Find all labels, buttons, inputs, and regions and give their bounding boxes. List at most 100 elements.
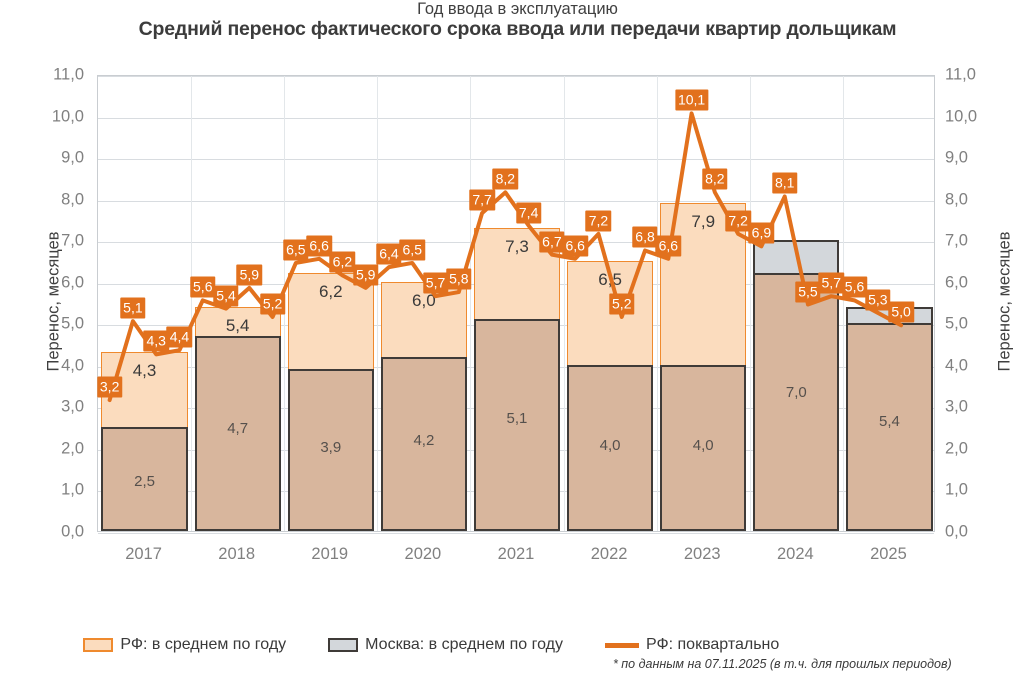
quarterly-point-label[interactable]: 5,9 — [236, 264, 263, 286]
gridline-h — [98, 76, 934, 77]
x-axis-title: Год ввода в эксплуатацию — [417, 0, 618, 18]
bar-value-moscow-annual: 3,9 — [320, 439, 342, 457]
quarterly-point-label[interactable]: 6,7 — [539, 231, 565, 253]
y-axis-title-left: Перенос, месяцев — [44, 231, 63, 372]
quarterly-point-label[interactable]: 8,1 — [771, 172, 798, 194]
quarterly-point-label[interactable]: 5,7 — [818, 272, 844, 294]
chart-legend: РФ: в среднем по году Москва: в среднем … — [0, 636, 1035, 671]
quarterly-point-label[interactable]: 3,2 — [96, 376, 123, 398]
gridline-v — [563, 76, 565, 531]
quarterly-point-label[interactable]: 5,5 — [795, 281, 821, 302]
bar-value-rf-annual: 7,9 — [691, 211, 716, 231]
legend-label-rf-annual: РФ: в среднем по году — [120, 636, 287, 653]
quarterly-point-label[interactable]: 6,9 — [748, 222, 775, 244]
bar-moscow-fill[interactable]: 5,1 — [473, 319, 561, 531]
bar-moscow-fill[interactable]: 5,4 — [846, 323, 933, 531]
y-tick-label-left: 0,0 — [61, 522, 84, 541]
y-tick-label-left: 5,0 — [61, 314, 84, 333]
quarterly-point-label[interactable]: 7,7 — [469, 189, 495, 211]
quarterly-point-label[interactable]: 5,2 — [609, 293, 635, 315]
bar-moscow-fill[interactable]: 2,5 — [101, 427, 188, 531]
quarterly-point-label[interactable]: 7,2 — [585, 210, 612, 232]
x-tick-label: 2023 — [683, 545, 721, 563]
quarterly-point-label[interactable]: 5,0 — [888, 301, 914, 323]
gridline-v — [191, 76, 193, 531]
bar-moscow-fill[interactable]: 7,0 — [753, 273, 840, 531]
y-tick-label-left: 11,0 — [53, 65, 84, 84]
y-tick-label-right: 9,0 — [945, 148, 968, 167]
quarterly-point-label[interactable]: 5,7 — [422, 272, 449, 294]
legend-item-rf-annual[interactable]: РФ: в среднем по году — [83, 636, 286, 654]
y-tick-label-right: 7,0 — [945, 231, 968, 250]
quarterly-point-label[interactable]: 7,2 — [725, 210, 751, 232]
quarterly-point-label[interactable]: 8,2 — [702, 168, 728, 190]
legend-group-rf-quarterly: РФ: поквартально * по данным на 07.11.20… — [604, 636, 952, 671]
quarterly-point-label[interactable]: 5,8 — [446, 268, 472, 290]
quarterly-point-label[interactable]: 6,5 — [283, 239, 309, 261]
gridline-v — [749, 76, 751, 531]
y-tick-label-right: 4,0 — [945, 356, 968, 375]
bar-moscow-fill[interactable]: 4,0 — [660, 364, 747, 531]
orange-bar-swatch-icon — [83, 638, 114, 652]
y-tick-label-left: 4,0 — [61, 356, 84, 375]
bar-value-moscow-annual: 7,0 — [785, 383, 807, 401]
bar-moscow-fill[interactable]: 4,7 — [194, 335, 281, 531]
quarterly-point-label[interactable]: 5,6 — [190, 276, 216, 298]
gridline-h — [98, 117, 934, 119]
y-axis-title-right: Перенос, месяцев — [995, 231, 1014, 372]
quarterly-line-rf[interactable] — [107, 111, 904, 403]
quarterly-point-label[interactable]: 6,6 — [655, 235, 682, 257]
orange-line-swatch-icon — [604, 642, 639, 648]
bar-value-rf-annual: 6,0 — [412, 290, 436, 310]
bar-value-moscow-annual: 4,2 — [413, 431, 435, 449]
y-tick-label-right: 2,0 — [945, 439, 968, 458]
gridline-v — [470, 76, 472, 531]
y-tick-label-left: 9,0 — [61, 148, 84, 167]
bar-value-moscow-annual: 4,0 — [692, 436, 714, 454]
quarterly-point-label[interactable]: 6,6 — [306, 235, 332, 257]
bar-moscow-fill[interactable]: 4,2 — [380, 356, 467, 531]
y-tick-label-right: 8,0 — [945, 190, 968, 209]
y-tick-label-left: 3,0 — [61, 397, 84, 416]
quarterly-point-label[interactable]: 7,4 — [515, 202, 542, 224]
legend-item-moscow-annual[interactable]: Москва: в среднем по году — [328, 636, 563, 654]
y-tick-label-right: 5,0 — [945, 314, 968, 333]
quarterly-point-label[interactable]: 5,3 — [865, 289, 891, 311]
y-tick-label-right: 11,0 — [945, 65, 976, 84]
quarterly-point-label[interactable]: 8,2 — [492, 168, 519, 190]
quarterly-point-label[interactable]: 6,2 — [329, 251, 356, 273]
y-tick-label-left: 10,0 — [51, 107, 84, 126]
y-tick-label-left: 1,0 — [61, 480, 84, 499]
quarterly-point-label[interactable]: 4,4 — [166, 326, 193, 348]
y-tick-label-right: 3,0 — [945, 397, 968, 416]
quarterly-point-label[interactable]: 10,1 — [674, 89, 709, 111]
quarterly-point-label[interactable]: 6,8 — [632, 226, 658, 248]
quarterly-point-label[interactable]: 5,9 — [352, 264, 379, 286]
legend-label-rf-quarterly: РФ: поквартально — [645, 636, 780, 653]
bar-moscow-fill[interactable]: 3,9 — [287, 368, 374, 531]
bar-value-rf-annual: 6,2 — [318, 282, 343, 302]
quarterly-point-label[interactable]: 5,4 — [213, 285, 239, 307]
quarterly-point-label[interactable]: 6,4 — [376, 243, 402, 265]
quarterly-point-label[interactable]: 6,5 — [399, 239, 425, 261]
bar-moscow-fill[interactable]: 4,0 — [567, 364, 654, 531]
bar-value-moscow-annual: 4,0 — [599, 436, 621, 454]
quarterly-point-label[interactable]: 5,1 — [120, 297, 146, 319]
quarterly-point-label[interactable]: 5,2 — [259, 293, 286, 315]
gridline-h — [98, 159, 934, 161]
y-tick-label-left: 7,0 — [61, 231, 84, 250]
quarterly-point-label[interactable]: 6,6 — [562, 235, 588, 257]
legend-item-rf-quarterly[interactable]: РФ: поквартально — [604, 636, 780, 654]
y-tick-label-left: 8,0 — [61, 190, 84, 209]
quarterly-point-label[interactable]: 4,3 — [143, 330, 169, 352]
x-tick-label: 2018 — [218, 545, 256, 563]
quarterly-point-label[interactable]: 5,6 — [841, 276, 868, 298]
x-tick-label: 2019 — [311, 545, 349, 563]
chart-title: Средний перенос фактического срока ввода… — [138, 18, 897, 40]
legend-label-moscow-annual: Москва: в среднем по году — [365, 636, 563, 653]
gridline-v — [377, 76, 379, 531]
gridline-v — [842, 76, 844, 531]
chart-footnote: * по данным на 07.11.2025 (в т.ч. для пр… — [612, 657, 952, 671]
x-tick-label: 2017 — [125, 545, 162, 563]
